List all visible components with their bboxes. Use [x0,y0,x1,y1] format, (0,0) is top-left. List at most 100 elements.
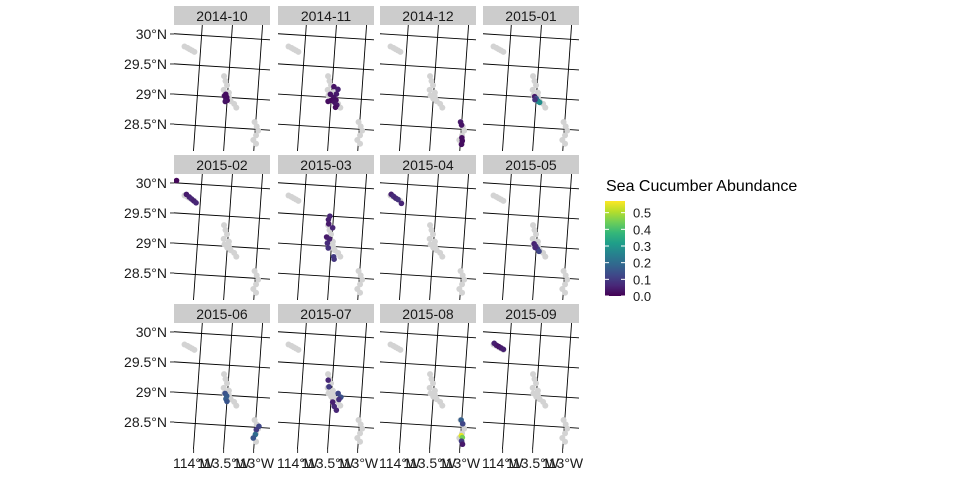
site-point [328,231,335,238]
graticule-lat [278,331,374,339]
graticule-lon [429,25,439,151]
x-tick-label: 113.5°W [403,455,457,471]
facet-label: 2015-04 [402,157,454,173]
abundance-point [459,420,466,427]
site-point [253,289,260,296]
abundance-point [222,98,229,105]
facet-panel: 2015-08 [380,304,476,449]
abundance-point [325,377,332,383]
graticule-lat [174,123,270,131]
graticule-lon [459,323,470,449]
site-point [533,231,540,238]
site-point [461,425,468,432]
abundance-point [458,122,465,128]
site-point [255,276,262,283]
graticule-lat [174,242,270,250]
abundance-point [329,399,336,405]
graticule-lon [193,323,203,449]
abundance-point [532,244,538,251]
site-point [529,235,536,242]
graticule-lat [278,63,374,71]
graticule-lat [380,93,476,101]
graticule-lat [380,33,476,41]
facet-label: 2015-08 [402,306,454,322]
graticule-lon [327,174,337,300]
panel-body [380,174,476,300]
y-tick-label: 29°N [136,235,167,251]
graticule-lon [223,174,233,300]
facet-strip [278,304,374,323]
facet-label: 2015-05 [505,157,557,173]
graticule-lon [502,25,512,151]
abundance-point [174,177,180,184]
graticule-lon [297,174,307,300]
site-point [439,253,446,260]
graticule-lat [278,272,374,280]
graticule-lat [483,331,579,339]
site-point [564,127,571,134]
site-point [426,86,433,93]
graticule-lat [483,212,579,220]
abundance-point [329,224,336,231]
y-tick-label: 28.5°N [124,116,167,132]
site-point [432,394,439,401]
site-point [253,281,260,288]
abundance-point [326,383,332,390]
graticule-lat [174,63,270,71]
colorbar-label: 0.1 [633,272,651,287]
graticule-lon [327,323,337,449]
site-point [233,402,240,409]
site-point [500,197,507,204]
site-point [397,346,404,353]
graticule-lon [357,25,368,151]
site-point [295,197,302,204]
y-tick-label: 28.5°N [124,414,167,430]
graticule-lon [193,174,203,300]
x-tick-label: 113°W [233,455,275,471]
site-point [426,235,433,242]
panel-body [380,323,476,449]
site-point [427,73,434,80]
graticule-lon [193,25,203,151]
facet-label: 2014-11 [301,8,352,24]
graticule-lat [174,361,270,369]
graticule-lat [483,242,579,250]
site-point [357,132,364,139]
site-point [564,276,571,283]
graticule-lat [380,242,476,250]
abundance-point [224,398,230,405]
facet-panel: 2015-04 [380,155,476,300]
site-point [562,140,569,147]
abundance-point [325,221,332,227]
panel-body [483,174,579,300]
panel-body [278,174,374,300]
y-tick-label: 30°N [136,324,167,340]
x-tick-label: 114°W [482,455,524,471]
panels-layer: 2014-10 2014-11 2014-12 2015-01 2015-02 2015-… [174,6,579,449]
site-point [432,96,439,103]
graticule-lon [223,25,233,151]
site-point [324,86,331,93]
site-point [233,104,240,111]
site-point [191,346,198,353]
abundance-point [193,200,199,206]
graticule-lat [278,391,374,399]
abundance-point [398,200,405,207]
graticule-lat [278,182,374,190]
graticule-lat [174,212,270,220]
graticule-lon [429,174,439,300]
site-point [253,132,260,139]
site-point [533,380,540,387]
graticule-lat [483,421,579,429]
graticule-lon [459,174,470,300]
abundance-point [458,141,465,148]
graticule-lat [278,242,374,250]
site-point [220,235,227,242]
graticule-lon [223,323,233,449]
facet-panel: 2014-11 [278,6,374,151]
abundance-point [336,396,342,403]
site-point [220,384,227,391]
graticule-lat [174,391,270,399]
site-point [529,384,536,391]
site-point [220,86,227,93]
